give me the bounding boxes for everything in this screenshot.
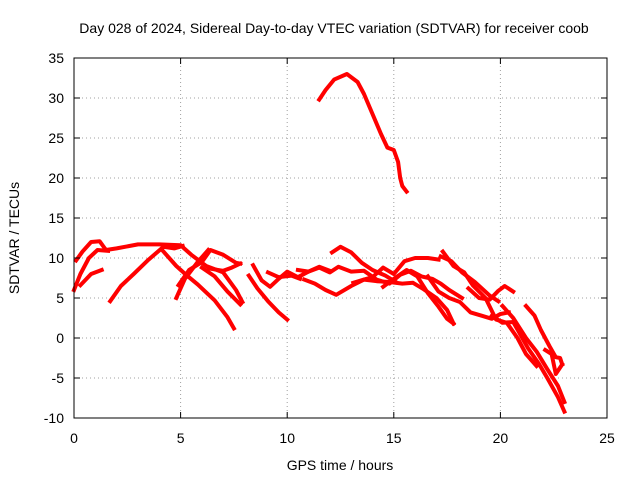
series-group <box>71 72 568 415</box>
y-tick-label: 35 <box>48 50 64 66</box>
series-line-arc26 <box>542 347 565 376</box>
chart-title: Day 028 of 2024, Sidereal Day-to-day VTE… <box>79 20 589 36</box>
y-tick-label: 10 <box>48 250 64 266</box>
y-tick-label: 15 <box>48 210 64 226</box>
x-tick-label: 10 <box>279 430 295 446</box>
x-tick-label: 15 <box>386 430 402 446</box>
plot-frame <box>73 57 608 419</box>
series-line-arc24 <box>499 303 567 405</box>
series-line-arc13 <box>246 272 291 323</box>
x-tick-label: 0 <box>70 430 78 446</box>
y-tick-label: 25 <box>48 130 64 146</box>
y-tick-label: -5 <box>52 370 65 386</box>
series-line-arc20 <box>440 248 540 369</box>
series-line-arc8 <box>175 248 243 288</box>
y-tick-label: 20 <box>48 170 64 186</box>
y-tick-label: 0 <box>56 330 64 346</box>
series-line-arc15 <box>301 277 457 327</box>
axis-ticks: 0 5 10 15 20 25 -10 -5 0 5 10 15 20 25 30 35 <box>44 50 615 446</box>
y-axis-label: SDTVAR / TECUs <box>6 182 22 294</box>
series-line-arc4 <box>77 267 105 289</box>
series-line-arc18 <box>380 268 457 327</box>
series-line-arc17 <box>350 256 441 286</box>
series-line-arc6 <box>160 248 237 332</box>
x-tick-label: 25 <box>599 430 615 446</box>
series-line-arc21 <box>425 273 512 321</box>
series-line-arc25 <box>523 303 565 367</box>
series-line-arc10 <box>199 264 244 308</box>
x-tick-label: 5 <box>177 430 185 446</box>
series-line-arc5 <box>107 243 186 304</box>
series-line-arc22 <box>465 284 516 302</box>
series-line-arc12 <box>265 269 303 282</box>
y-tick-label: -10 <box>44 410 64 426</box>
series-line-arc23 <box>489 312 568 415</box>
y-tick-label: 5 <box>56 290 64 306</box>
series-line-arc9 <box>206 260 243 273</box>
grid <box>74 58 607 418</box>
series-line-arc16 <box>329 244 399 285</box>
x-axis-label: GPS time / hours <box>287 457 394 473</box>
series-line-arc3 <box>71 248 111 293</box>
x-tick-label: 20 <box>493 430 509 446</box>
series-line-arc1 <box>316 72 410 195</box>
y-tick-label: 30 <box>48 90 64 106</box>
